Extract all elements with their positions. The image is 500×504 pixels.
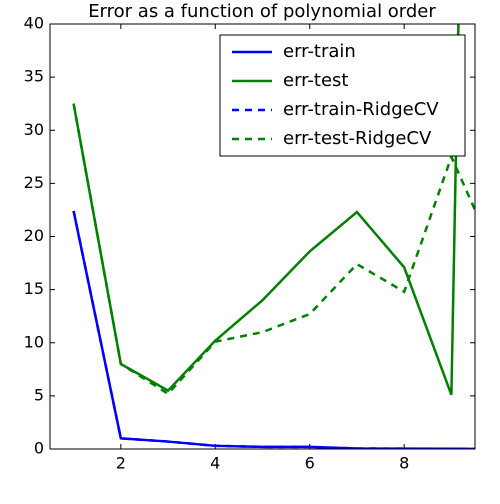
- legend-box: [219, 34, 466, 157]
- y-tick-label: 0: [34, 439, 44, 458]
- x-tick-label: 2: [116, 454, 126, 473]
- y-tick-label: 35: [24, 67, 44, 86]
- x-tick-label: 8: [399, 454, 409, 473]
- legend-label: err-test: [283, 70, 348, 91]
- y-tick-label: 15: [24, 279, 44, 298]
- legend-label: err-test-RidgeCV: [283, 128, 432, 149]
- series-line: [72, 103, 475, 396]
- plot-frame: [49, 23, 476, 450]
- x-tick-label: 6: [305, 454, 315, 473]
- series-line: [72, 210, 475, 449]
- y-tick-label: 25: [24, 173, 44, 192]
- chart-title: Error as a function of polynomial order: [88, 1, 436, 22]
- y-tick-label: 30: [24, 120, 44, 139]
- series-line: [72, 210, 475, 449]
- series-line: [72, 24, 460, 396]
- y-tick-label: 40: [24, 14, 44, 33]
- y-tick-label: 10: [24, 332, 44, 351]
- legend-label: err-train: [283, 41, 356, 62]
- x-tick-label: 4: [210, 454, 220, 473]
- y-tick-label: 5: [34, 385, 44, 404]
- y-tick-label: 20: [24, 226, 44, 245]
- legend-label: err-train-RidgeCV: [283, 99, 439, 120]
